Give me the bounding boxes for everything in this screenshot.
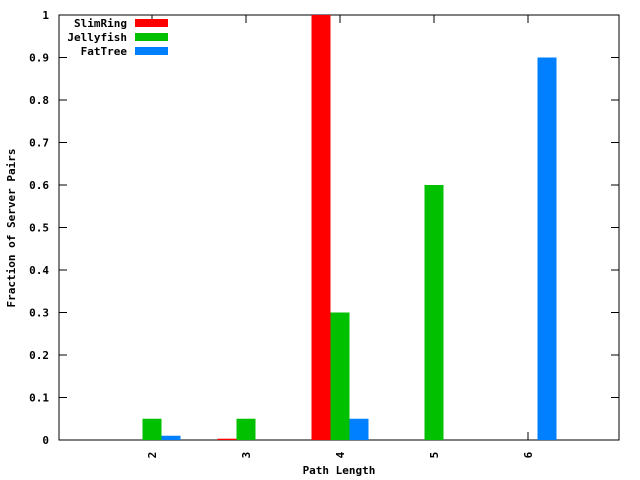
legend-label-jellyfish: Jellyfish: [67, 31, 127, 44]
bar-jellyfish-3: [236, 418, 256, 440]
y-tick-label: 0.8: [29, 94, 49, 107]
legend-label-slimring: SlimRing: [74, 17, 127, 30]
bar-jellyfish-4: [330, 312, 350, 440]
legend-swatch-fattree: [135, 47, 168, 55]
y-tick-label: 0.2: [29, 349, 49, 362]
legend-label-fattree: FatTree: [81, 45, 128, 58]
x-tick-label: 4: [334, 451, 347, 458]
legend-swatch-jellyfish: [135, 33, 168, 41]
bar-slimring-4: [311, 15, 331, 440]
x-tick-label: 6: [522, 451, 535, 458]
bar-fattree-2: [161, 435, 181, 440]
x-tick-label: 5: [428, 452, 441, 459]
bars: [142, 15, 557, 440]
bar-jellyfish-2: [142, 418, 162, 440]
y-tick-label: 0.1: [29, 392, 49, 405]
y-tick-label: 0.3: [29, 307, 49, 320]
y-tick-label: 1: [42, 9, 49, 22]
x-tick-label: 3: [240, 452, 253, 459]
y-axis-label: Fraction of Server Pairs: [5, 149, 18, 308]
y-tick-label: 0.4: [29, 264, 49, 277]
bar-slimring-3: [217, 438, 237, 440]
x-tick-label: 2: [146, 452, 159, 459]
y-axis: 0 0.1 0.2 0.3 0.4 0.5 0.6 0.7 0.8 0.9 1: [29, 9, 619, 447]
y-tick-label: 0.6: [29, 179, 49, 192]
bar-jellyfish-5: [424, 185, 444, 440]
legend-swatch-slimring: [135, 19, 168, 27]
bar-fattree-6: [537, 57, 557, 440]
bar-fattree-4: [349, 418, 369, 440]
y-tick-label: 0.7: [29, 137, 49, 150]
x-axis-label: Path Length: [303, 464, 376, 477]
y-tick-label: 0: [42, 434, 49, 447]
y-tick-label: 0.5: [29, 222, 49, 235]
y-tick-label: 0.9: [29, 52, 49, 65]
